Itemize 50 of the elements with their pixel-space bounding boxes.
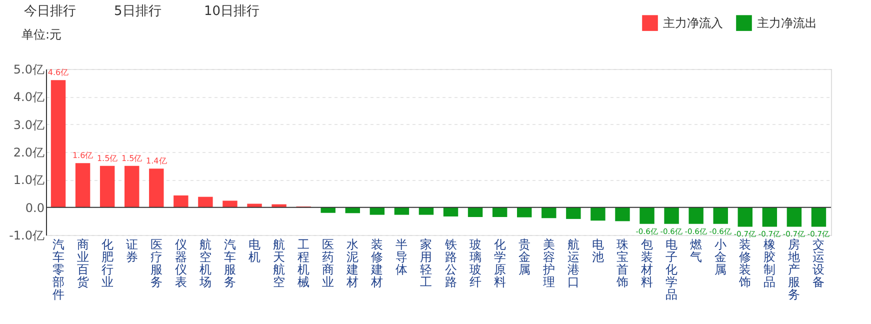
data-label: 4.6亿: [48, 68, 69, 78]
y-tick-label: 1.0亿: [13, 173, 44, 188]
x-tick-label: 电池: [592, 238, 604, 264]
x-tick-label: 仪器仪表: [174, 238, 187, 289]
x-tick-label: 航天航空: [273, 238, 286, 289]
x-tick-label: 包装材料: [640, 238, 654, 289]
data-label: 1.4亿: [146, 156, 167, 166]
y-tick-label: 0.0: [25, 200, 44, 215]
x-tick-label: 汽车服务: [224, 238, 236, 289]
data-label: 1.5亿: [96, 154, 118, 163]
x-tick-label: 玻璃玻纤: [469, 238, 482, 289]
x-tick-label: 橡胶制品: [764, 238, 776, 289]
x-tick-label: 化肥行业: [101, 238, 114, 289]
x-tick-label: 燃气: [690, 238, 702, 264]
x-tick-label: 美容护理: [542, 238, 555, 289]
x-tick-label: 医药商业: [322, 238, 334, 289]
x-tick-label: 装修装饰: [738, 238, 752, 289]
x-tick-label: 铁路公路: [444, 238, 457, 289]
x-tick-label: 证券: [126, 238, 138, 264]
x-tick-label: 水泥建材: [346, 238, 359, 289]
x-tick-label: 电机: [248, 238, 261, 264]
text: 10日排行: [204, 4, 260, 19]
text: 今日排行: [24, 4, 76, 19]
x-tick-label: 房地产服务: [787, 238, 800, 302]
x-tick-label: 珠宝首饰: [615, 238, 628, 289]
data-label: 1.6亿: [72, 151, 94, 160]
x-tick-label: 电子化学品: [666, 238, 678, 302]
x-tick-label: 装修建材: [370, 238, 384, 289]
x-tick-label: 小金属: [714, 238, 727, 276]
y-tick-label: 5.0亿: [13, 62, 44, 76]
y-tick-label: 2.0亿: [13, 146, 44, 160]
x-tick-label: 航空机场: [198, 238, 212, 289]
legend-label: 主力净流入: [663, 16, 723, 30]
x-tick-label: 交运设备: [812, 238, 825, 289]
y-tick-label: 4.0亿: [13, 90, 44, 104]
text: 5日排行: [114, 4, 162, 19]
x-tick-label: 航运港口: [567, 238, 580, 289]
x-tick-label: 医疗服务: [150, 238, 162, 289]
y-tick-label: 3.0亿: [13, 118, 44, 132]
y-axis-title: 单位:元: [21, 28, 62, 42]
x-tick-label: 贵金属: [518, 238, 530, 276]
x-tick-label: 化学原料: [494, 238, 506, 289]
x-tick-label: 汽车零部件: [52, 238, 64, 302]
x-tick-label: 工程机械: [298, 238, 310, 289]
x-tick-label: 商业百货: [76, 238, 89, 289]
data-label: 1.5亿: [121, 154, 142, 163]
legend-label: 主力净流出: [757, 16, 817, 30]
y-tick-label: -1.0亿: [9, 228, 44, 242]
x-tick-label: 家用轻工: [420, 238, 432, 289]
x-tick-label: 半导体: [396, 238, 408, 276]
